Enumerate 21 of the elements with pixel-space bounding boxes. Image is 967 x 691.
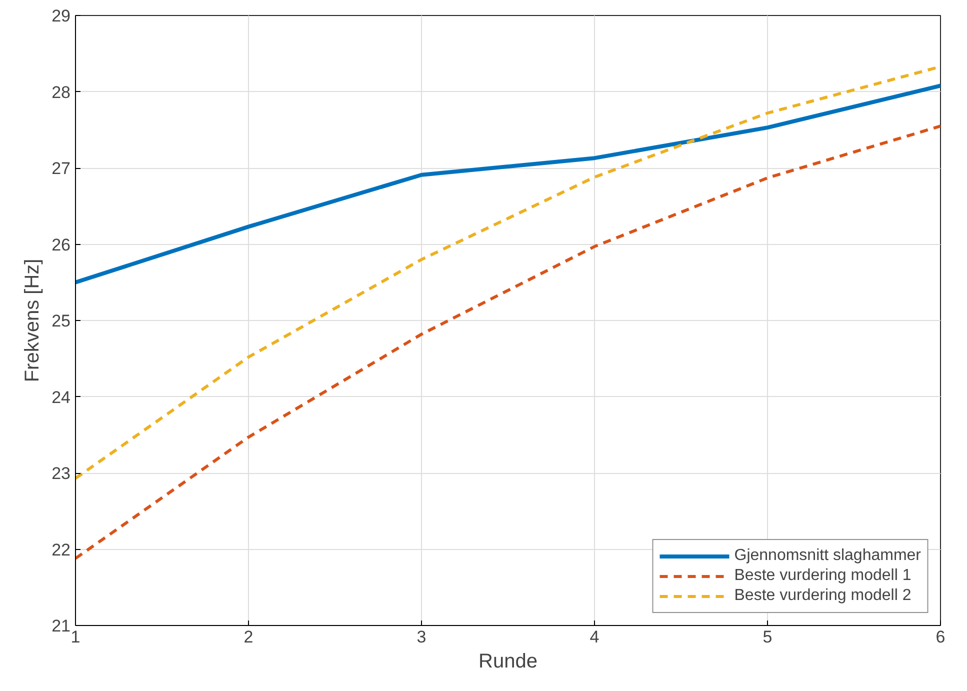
x-axis-title: Runde xyxy=(478,650,538,672)
x-tick-label: 2 xyxy=(244,628,254,646)
y-tick-label: 29 xyxy=(52,6,71,26)
y-tick-label: 22 xyxy=(52,540,71,560)
x-tick-label: 5 xyxy=(762,628,772,646)
x-tick-label: 4 xyxy=(590,628,600,646)
y-tick-label: 28 xyxy=(52,82,71,102)
y-tick-label: 27 xyxy=(52,159,71,178)
y-tick-label: 23 xyxy=(52,464,71,483)
y-tick-label: 24 xyxy=(52,388,71,407)
x-tick-label: 1 xyxy=(70,628,80,646)
y-tick-label: 25 xyxy=(52,312,71,330)
y-axis-title: Frekvens [Hz] xyxy=(22,258,44,382)
x-tick-label: 6 xyxy=(936,628,946,646)
legend-label: Beste vurdering modell 1 xyxy=(734,567,912,585)
x-tick-label: 3 xyxy=(416,628,426,646)
line-series xyxy=(76,84,940,284)
y-tick-label: 21 xyxy=(52,616,71,636)
y-tick-label: 26 xyxy=(52,235,71,254)
legend-label: Beste vurdering modell 2 xyxy=(734,587,912,605)
legend-label: Gjennomsnitt slaghammer xyxy=(734,547,921,565)
